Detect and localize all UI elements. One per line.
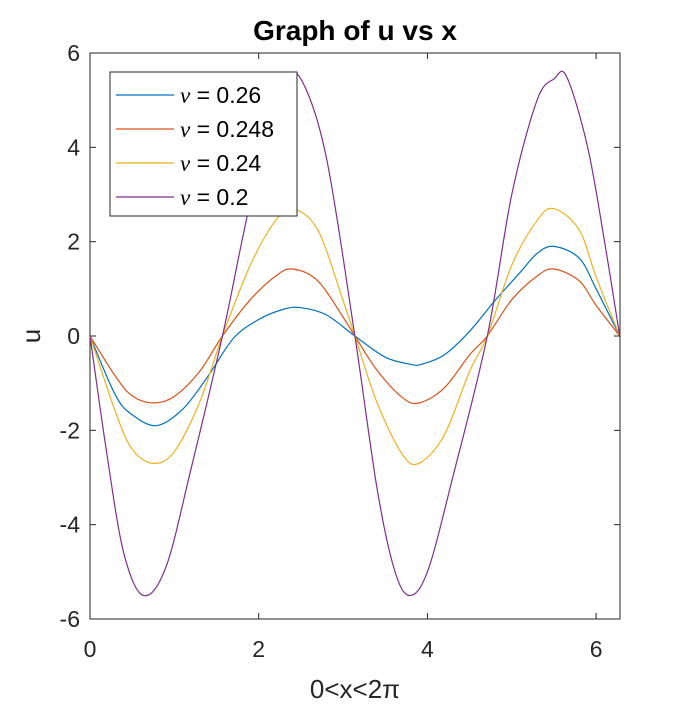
series-layer [89, 70, 621, 597]
legend-box [109, 71, 298, 217]
y-tick-label: 2 [67, 229, 80, 255]
y-axis-label: u [16, 329, 46, 343]
chart-title: Graph of u vs x [253, 15, 457, 46]
x-axis-label: 0<x<2π [310, 674, 400, 704]
legend-label-2: ν = 0.24 [180, 150, 261, 176]
x-tick-label: 6 [590, 636, 603, 662]
y-tick-label: -6 [60, 606, 80, 632]
series-line-3 [89, 70, 621, 597]
tick-layer: 0 2 4 6 -6 -4 -2 0 2 4 6 [60, 40, 620, 662]
y-tick-label: 0 [67, 323, 80, 349]
y-tick-label: -2 [60, 417, 80, 443]
y-tick-label: -4 [60, 512, 81, 538]
legend-label-1: ν = 0.248 [180, 116, 274, 142]
x-tick-label: 2 [252, 636, 265, 662]
legend-label-0: ν = 0.26 [180, 82, 261, 108]
y-tick-label: 6 [67, 40, 80, 66]
y-tick-label: 4 [67, 134, 80, 160]
legend-label-3: ν = 0.2 [180, 184, 248, 210]
legend: ν = 0.26 ν = 0.248 ν = 0.24 ν = 0.2 [109, 71, 298, 217]
x-tick-label: 4 [421, 636, 434, 662]
x-tick-label: 0 [84, 636, 97, 662]
series-line-0 [89, 245, 621, 427]
